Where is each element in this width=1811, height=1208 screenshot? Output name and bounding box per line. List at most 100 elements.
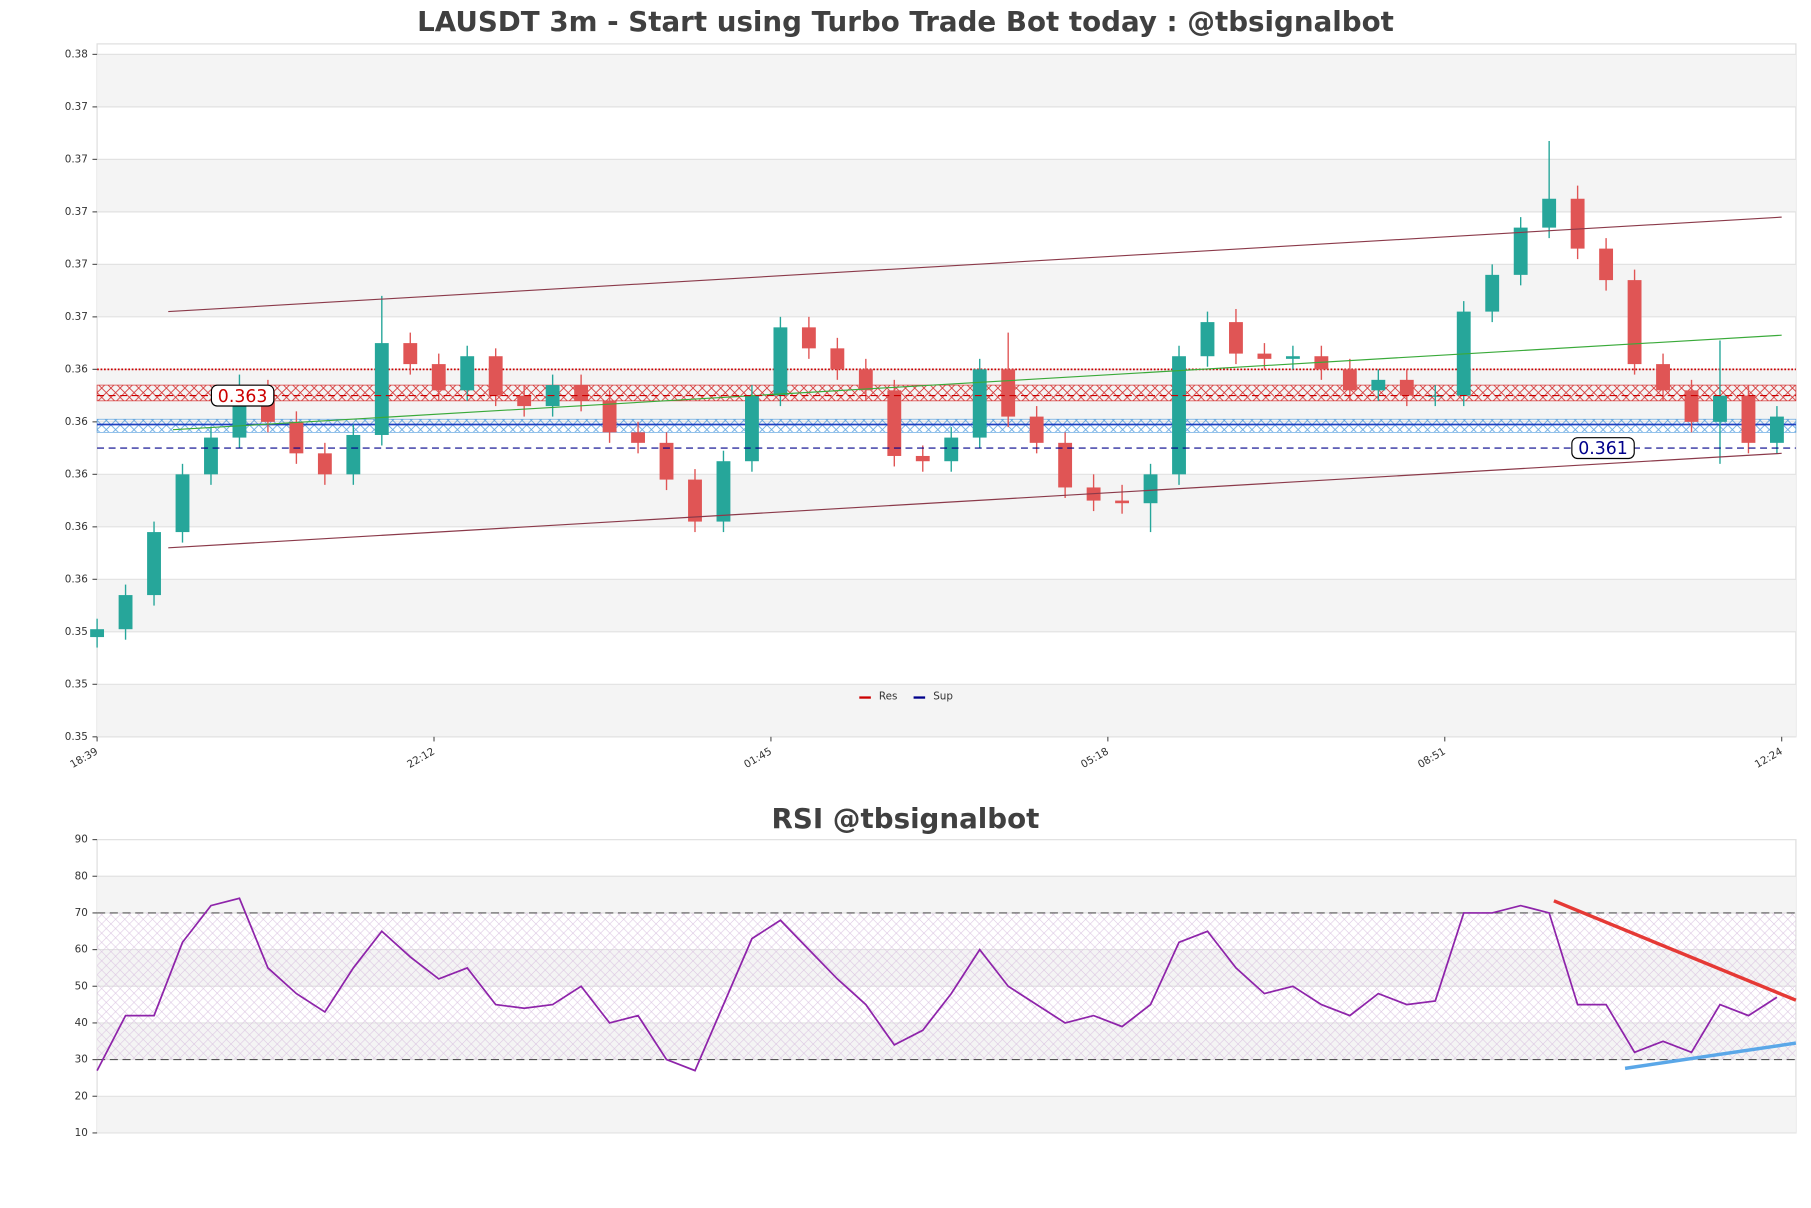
- candle-body: [1001, 369, 1016, 417]
- candle-body: [1285, 356, 1300, 359]
- y-tick-label: 90: [75, 834, 88, 846]
- grid-band: [97, 474, 1796, 527]
- y-tick-label: 0.37: [65, 206, 88, 218]
- y-tick-label: 60: [75, 944, 88, 956]
- grid-band: [97, 579, 1796, 632]
- x-tick-label: 08:51: [1416, 745, 1448, 770]
- y-tick-label: 80: [75, 870, 88, 882]
- candle-body: [1741, 395, 1756, 443]
- y-tick-label: 0.35: [65, 731, 88, 743]
- trend-line: [1553, 899, 1797, 1002]
- y-tick-label: 0.36: [65, 416, 88, 428]
- candle-body: [1058, 442, 1073, 488]
- y-tick-label: 0.35: [65, 626, 88, 638]
- trend-line: [168, 452, 1782, 549]
- y-tick-label: 30: [75, 1054, 88, 1066]
- candle-body: [204, 437, 218, 475]
- candle-body: [602, 400, 617, 433]
- level-label-box: [210, 384, 275, 407]
- candle-body: [289, 421, 304, 454]
- candle-body: [175, 474, 190, 533]
- grid-band: [97, 264, 1796, 317]
- rsi-line: [96, 897, 1778, 1072]
- x-tick-label: 05:18: [1079, 745, 1111, 770]
- trend-line: [172, 334, 1782, 431]
- candle-body: [90, 629, 105, 638]
- candle-body: [801, 327, 816, 349]
- candle-body: [1143, 474, 1158, 504]
- candle-body: [1342, 369, 1357, 391]
- zone: [96, 384, 1797, 402]
- y-tick-label: 0.37: [65, 258, 88, 270]
- candle-body: [346, 434, 361, 475]
- candle-body: [1570, 198, 1585, 249]
- candle-body: [1485, 274, 1500, 312]
- candle-body: [972, 369, 987, 438]
- y-tick-label: 0.37: [65, 153, 88, 165]
- candle-body: [1371, 379, 1386, 391]
- candle-body: [1115, 500, 1130, 504]
- trend-line: [1624, 1041, 1797, 1071]
- candle-body: [1684, 390, 1699, 422]
- candle-body: [1599, 248, 1614, 281]
- candle-body: [118, 595, 133, 630]
- candle-body: [460, 356, 475, 391]
- x-tick-label: 18:39: [68, 745, 100, 770]
- candle-body: [574, 385, 589, 401]
- candle-body: [716, 461, 731, 522]
- rsi-title: RSI @tbsignalbot: [772, 802, 1040, 835]
- candle-body: [431, 364, 446, 391]
- grid-band: [97, 54, 1796, 107]
- rsi-band: [97, 912, 1796, 1060]
- candle-body: [403, 343, 418, 365]
- candle-body: [915, 455, 930, 462]
- candle-body: [374, 343, 389, 435]
- level-label: 0.361: [1578, 439, 1628, 459]
- y-tick-label: 0.36: [65, 573, 88, 585]
- grid-band: [97, 1096, 1796, 1133]
- candle-body: [1713, 395, 1727, 422]
- zone: [96, 418, 1797, 433]
- candle-body: [1257, 353, 1272, 359]
- y-tick-label: 50: [75, 980, 88, 992]
- candle-body: [1769, 416, 1784, 443]
- y-tick-label: 0.36: [65, 468, 88, 480]
- candle-body: [858, 369, 873, 391]
- y-tick-label: 0.36: [65, 363, 88, 375]
- y-tick-label: 0.37: [65, 311, 88, 323]
- candle-body: [1513, 227, 1528, 275]
- y-tick-label: 10: [75, 1127, 88, 1139]
- chart-title: LAUSDT 3m - Start using Turbo Trade Bot …: [417, 5, 1394, 38]
- trend-line: [168, 216, 1782, 313]
- candle-body: [1399, 379, 1414, 396]
- candle-body: [488, 356, 503, 396]
- candle-body: [773, 327, 788, 396]
- candle-body: [944, 437, 959, 462]
- legend-label: Res: [879, 690, 898, 702]
- y-tick-label: 0.36: [65, 521, 88, 533]
- y-tick-label: 0.35: [65, 678, 88, 690]
- candle-body: [631, 432, 645, 443]
- candle-body: [517, 395, 532, 407]
- candle-body: [1200, 322, 1215, 357]
- y-tick-label: 20: [75, 1090, 88, 1102]
- candle-body: [147, 532, 161, 596]
- candle-body: [1627, 280, 1642, 365]
- candle-body: [1172, 356, 1186, 475]
- candle-body: [1428, 395, 1443, 397]
- level-label: 0.363: [218, 387, 268, 407]
- y-tick-label: 0.37: [65, 101, 88, 113]
- x-tick-label: 01:45: [742, 745, 774, 770]
- candle-body: [745, 395, 759, 462]
- grid-band: [97, 159, 1796, 212]
- y-tick-label: 0.38: [65, 48, 88, 60]
- candle-body: [887, 390, 902, 456]
- candle-body: [317, 453, 332, 475]
- grid-band: [97, 684, 1796, 737]
- grid-band: [97, 876, 1796, 913]
- y-tick-label: 70: [75, 907, 88, 919]
- x-tick-label: 22:12: [405, 745, 437, 770]
- candle-body: [1542, 198, 1557, 228]
